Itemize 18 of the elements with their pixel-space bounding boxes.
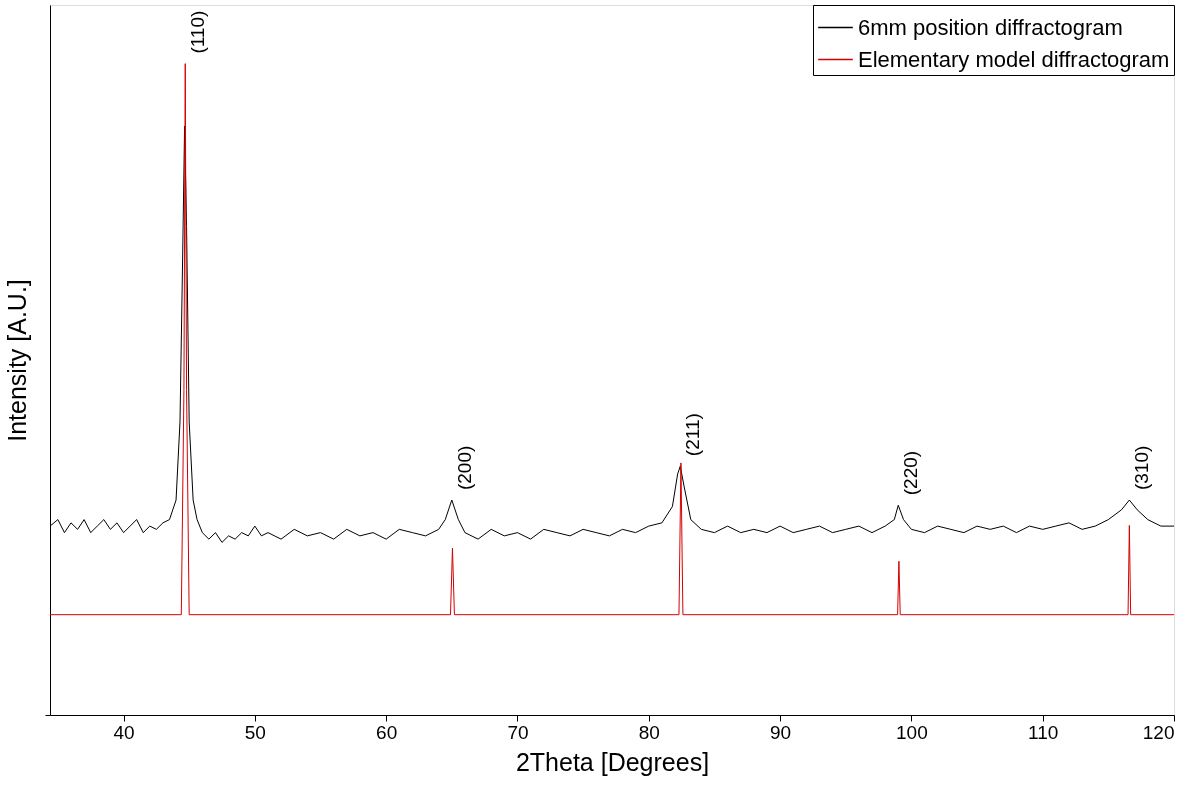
annotation: (220) <box>900 450 922 496</box>
annotation: (110) <box>187 10 209 54</box>
legend-label: 6mm position diffractogram <box>858 14 1123 40</box>
y-axis-title: Intensity [A.U.] <box>3 279 31 442</box>
x-tick-label: 70 <box>507 721 529 743</box>
legend-label: Elementary model diffractogram <box>858 46 1170 72</box>
x-axis-title: 2Theta [Degrees] <box>515 747 710 776</box>
x-tick-label: 60 <box>376 721 398 743</box>
annotation: (211) <box>682 413 704 457</box>
x-tick-label: 100 <box>896 721 928 743</box>
x-tick-label: 110 <box>1028 721 1059 743</box>
x-tick-label: 50 <box>244 721 266 743</box>
x-tick-label: 40 <box>113 721 135 743</box>
annotation: (200) <box>453 445 475 491</box>
x-tick-label: 90 <box>770 721 792 743</box>
x-tick-label: 120 <box>1142 721 1175 743</box>
annotation: (310) <box>1131 445 1153 491</box>
x-tick-label: 80 <box>638 721 660 743</box>
